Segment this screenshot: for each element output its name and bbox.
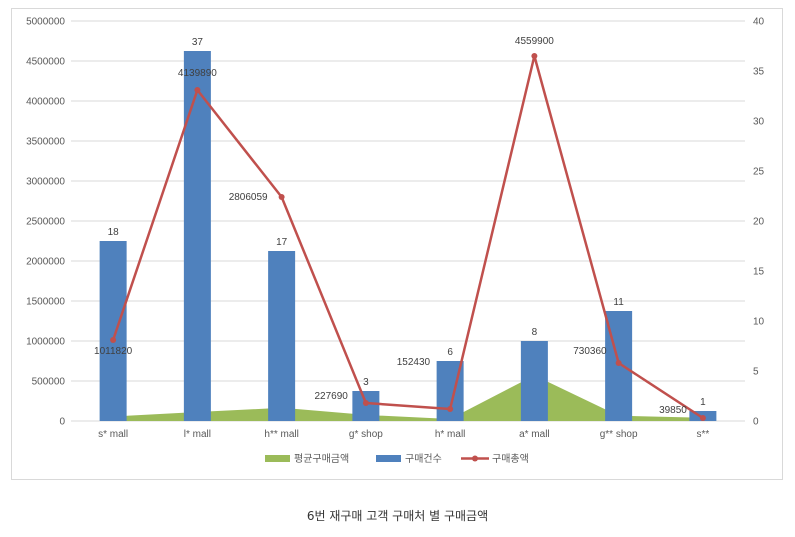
chart-frame: 0 500000 1000000 1500000 2000000 2500000 30000… [11,8,783,480]
bar-purchase-count [99,241,127,421]
line-point [699,415,706,421]
y-left-tick-label: 1000000 [26,337,65,348]
line-data-label: 152430 [397,357,431,368]
y-left-tick-label: 3000000 [26,177,65,188]
line-point [531,53,538,59]
y-left-tick-label: 500000 [32,377,66,388]
line-data-label: 227690 [315,391,349,402]
bar-purchase-count [268,251,296,421]
bar-data-label: 18 [108,227,120,238]
y-right-tick-label: 20 [753,217,765,228]
bar-data-label: 3 [363,377,369,388]
bar-data-label: 37 [192,37,204,48]
y-right-tick-label: 30 [753,117,765,128]
x-tick-label: s* mall [98,429,128,440]
y-right-tick-label: 35 [753,67,765,78]
bar-purchase-count [520,341,548,421]
y-right-tick-label: 25 [753,167,765,178]
legend-label: 평균구매금액 [294,453,349,465]
y-right-tick-label: 5 [753,367,759,378]
line-point [615,360,622,366]
combo-chart: 0 500000 1000000 1500000 2000000 2500000 30000… [26,17,765,466]
bar-data-label: 8 [532,327,538,338]
y-left-tick-label: 1500000 [26,297,65,308]
x-tick-label: g** shop [600,429,638,440]
bar-data-label: 1 [700,397,706,408]
line-point [362,400,369,406]
y-left-tick-label: 5000000 [26,17,65,28]
x-tick-label: h** mall [264,429,298,440]
line-data-label: 2806059 [229,192,268,203]
legend-marker [472,455,478,462]
y-left-tick-label: 2000000 [26,257,65,268]
line-data-label: 39850 [659,405,687,416]
y-right-tick-label: 15 [753,267,765,278]
y-left-tick-label: 4500000 [26,57,65,68]
line-point [447,406,454,412]
line-data-label: 4139890 [178,68,217,79]
x-tick-label: g* shop [349,429,383,440]
line-point [110,337,117,343]
x-tick-label: s** [696,429,709,440]
y-left-tick-label: 4000000 [26,97,65,108]
y-left-tick-label: 2500000 [26,217,65,228]
figure-caption: 6번 재구매 고객 구매처 별 구매금액 [306,509,489,523]
legend-swatch-area [265,455,290,462]
legend-swatch-bar [376,455,401,462]
x-tick-label: l* mall [184,429,211,440]
line-point [194,87,201,93]
bar-purchase-count [183,51,211,421]
line-point [278,194,285,200]
area-series-avg-purchase [113,375,703,421]
line-series-total-amount [111,54,704,420]
y-left-tick-label: 3500000 [26,137,65,148]
x-tick-label: h* mall [435,429,466,440]
bar-data-label: 6 [447,347,453,358]
bar-data-label: 17 [276,237,288,248]
y-right-tick-label: 0 [753,417,759,428]
y-left-tick-label: 0 [59,417,65,428]
y-right-tick-label: 10 [753,317,765,328]
line-data-label: 1011820 [94,346,133,357]
legend-label: 구매건수 [405,453,442,465]
y-right-tick-label: 40 [753,17,765,28]
line-data-label: 730360 [573,346,607,357]
line-data-label: 4559900 [515,36,554,47]
legend-label: 구매총액 [492,453,529,465]
bar-data-label: 11 [613,297,624,308]
x-tick-label: a* mall [519,429,550,440]
